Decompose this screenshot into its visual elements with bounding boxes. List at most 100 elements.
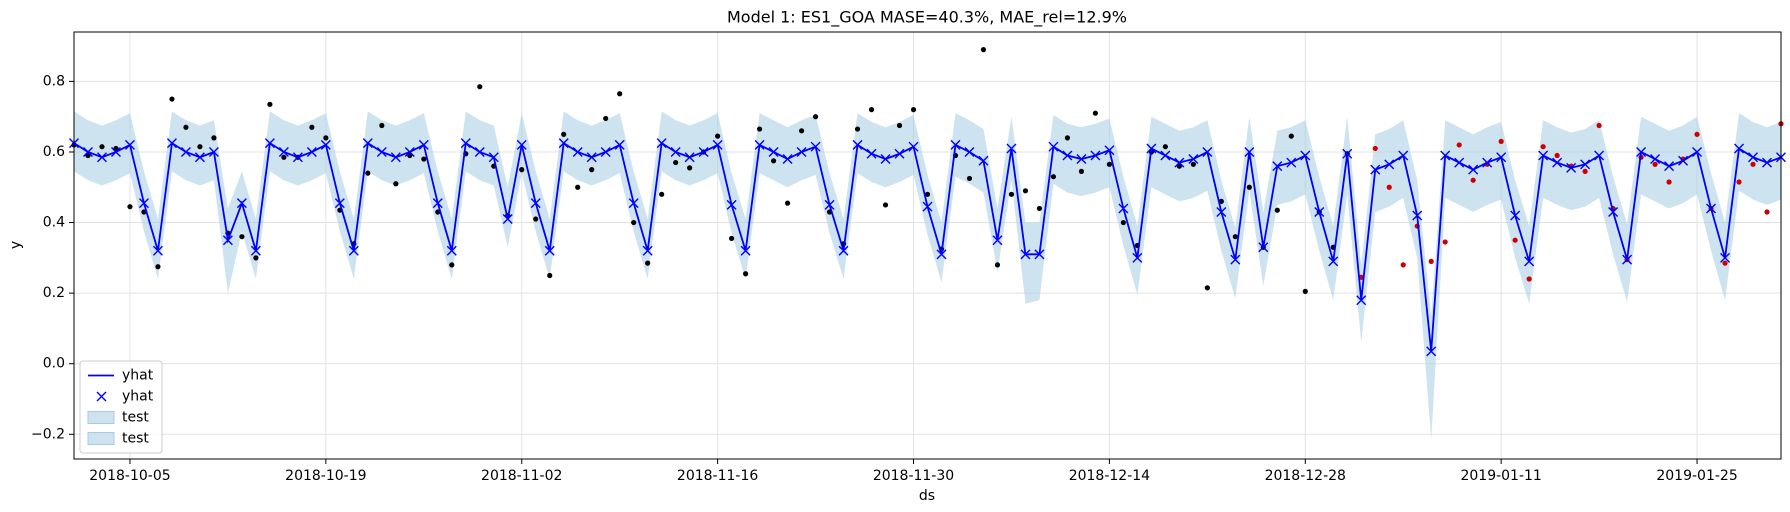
train-point bbox=[868, 107, 875, 113]
yhat-marker bbox=[544, 245, 555, 256]
chart-title: Model 1: ES1_GOA MASE=40.3%, MAE_rel=12.… bbox=[727, 8, 1127, 28]
yhat-marker bbox=[320, 139, 331, 150]
test-point bbox=[1428, 258, 1434, 264]
x-tick-label: 2018-11-02 bbox=[481, 468, 562, 484]
yhat-marker bbox=[292, 152, 303, 163]
yhat-marker bbox=[950, 139, 961, 150]
yhat-marker bbox=[1678, 155, 1689, 166]
train-point bbox=[812, 114, 819, 120]
y-tick-label: 0.8 bbox=[43, 73, 65, 89]
yhat-marker bbox=[1566, 162, 1577, 173]
yhat-marker bbox=[1174, 157, 1185, 168]
yhat-marker bbox=[474, 146, 485, 157]
yhat-marker bbox=[1286, 157, 1297, 168]
x-tick-label: 2018-12-14 bbox=[1069, 468, 1150, 484]
train-point bbox=[365, 170, 371, 176]
yhat-marker bbox=[670, 146, 681, 157]
train-point bbox=[673, 159, 679, 166]
train-point bbox=[687, 165, 693, 171]
legend-label: yhat bbox=[122, 389, 154, 405]
yhat-marker bbox=[1188, 154, 1199, 165]
yhat-marker bbox=[1594, 150, 1605, 161]
train-point bbox=[645, 260, 651, 266]
train-point bbox=[756, 126, 763, 132]
test-point bbox=[1512, 237, 1518, 243]
test-point bbox=[1750, 161, 1756, 167]
yhat-marker bbox=[1552, 157, 1563, 168]
test-point bbox=[1652, 161, 1658, 167]
yhat-marker bbox=[1244, 146, 1255, 157]
yhat-marker bbox=[628, 198, 639, 209]
test-point bbox=[1540, 144, 1546, 150]
yhat-marker bbox=[376, 146, 387, 157]
yhat-marker bbox=[222, 235, 233, 246]
yhat-marker bbox=[1104, 145, 1115, 156]
yhat-marker bbox=[1076, 154, 1087, 165]
yhat-marker bbox=[1216, 206, 1227, 217]
train-point bbox=[910, 107, 917, 113]
yhat-marker bbox=[138, 198, 149, 209]
yhat-marker bbox=[110, 146, 121, 157]
yhat-marker bbox=[796, 146, 807, 157]
interval-band bbox=[74, 111, 1781, 440]
yhat-marker bbox=[852, 139, 863, 150]
yhat-marker bbox=[1202, 146, 1213, 157]
yhat-marker bbox=[992, 235, 1003, 246]
yhat-marker bbox=[712, 139, 723, 150]
yhat-marker bbox=[726, 199, 737, 210]
yhat-marker bbox=[166, 138, 177, 149]
train-point bbox=[1288, 133, 1294, 139]
yhat-marker bbox=[880, 154, 891, 165]
train-point bbox=[924, 191, 931, 197]
train-point bbox=[155, 264, 161, 270]
test-point bbox=[1456, 142, 1462, 148]
yhat-marker bbox=[488, 152, 499, 163]
train-point bbox=[715, 133, 721, 139]
yhat-marker bbox=[1384, 159, 1395, 170]
test-point bbox=[1666, 179, 1672, 185]
yhat-marker bbox=[1020, 249, 1031, 260]
train-point bbox=[617, 91, 623, 97]
yhat-marker bbox=[1160, 150, 1171, 161]
train-point bbox=[533, 216, 539, 222]
yhat-marker bbox=[446, 245, 457, 256]
yhat-marker bbox=[754, 139, 765, 150]
train-point bbox=[1092, 110, 1099, 116]
yhat-marker bbox=[264, 138, 275, 149]
train-point bbox=[631, 219, 637, 226]
test-point bbox=[1470, 177, 1476, 183]
train-point bbox=[1050, 174, 1057, 180]
train-point bbox=[1232, 234, 1238, 240]
yhat-marker bbox=[1398, 150, 1409, 161]
y-tick-label: 0.2 bbox=[43, 285, 65, 301]
yhat-marker bbox=[152, 245, 163, 256]
yhat-marker bbox=[418, 139, 429, 150]
legend-box bbox=[79, 360, 163, 454]
x-tick-label: 2018-11-30 bbox=[873, 468, 954, 484]
train-point bbox=[1064, 135, 1071, 141]
train-point bbox=[1036, 205, 1043, 212]
yhat-marker bbox=[768, 146, 779, 157]
yhat-marker bbox=[530, 198, 541, 209]
yhat-marker bbox=[600, 146, 611, 157]
yhat-marker bbox=[936, 249, 947, 260]
train-point bbox=[519, 167, 525, 173]
train-point bbox=[854, 126, 861, 132]
yhat-marker bbox=[558, 138, 569, 149]
legend-label: test bbox=[122, 431, 149, 447]
yhat-marker bbox=[782, 154, 793, 165]
yhat-marker bbox=[1132, 252, 1143, 263]
yhat-marker bbox=[1034, 249, 1045, 260]
yhat-marker bbox=[1664, 161, 1675, 172]
train-point bbox=[127, 204, 133, 210]
yhat-marker bbox=[614, 139, 625, 150]
train-point bbox=[770, 158, 777, 164]
legend-swatch bbox=[87, 432, 115, 445]
test-point bbox=[1764, 209, 1770, 215]
train-point bbox=[211, 135, 217, 141]
train-point bbox=[729, 235, 735, 242]
train-point bbox=[547, 272, 553, 279]
train-point bbox=[1008, 191, 1015, 197]
yhat-marker bbox=[124, 139, 135, 150]
yhat-marker bbox=[656, 138, 667, 149]
